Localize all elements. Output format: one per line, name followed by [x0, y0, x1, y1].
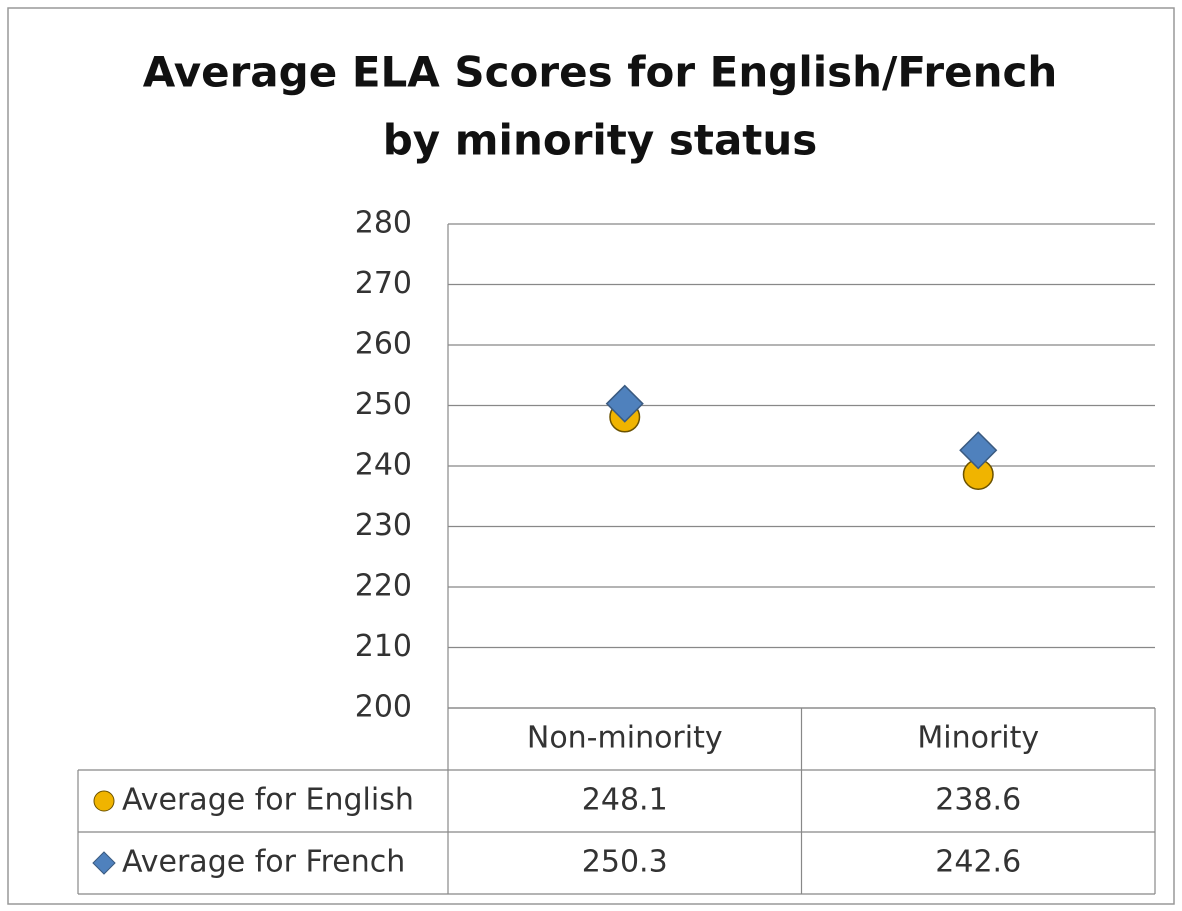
x-tick-label: Minority [917, 721, 1039, 756]
y-tick-label: 200 [355, 690, 412, 725]
y-tick-label: 250 [355, 387, 412, 422]
y-tick-label: 280 [355, 206, 412, 241]
chart-title: Average ELA Scores for English/French [143, 48, 1058, 97]
y-tick-label: 230 [355, 508, 412, 543]
table-value: 238.6 [935, 783, 1021, 818]
y-tick-label: 260 [355, 327, 412, 362]
x-tick-label: Non-minority [527, 721, 723, 756]
y-tick-label: 270 [355, 266, 412, 301]
chart-title: by minority status [383, 116, 818, 165]
table-value: 242.6 [935, 845, 1021, 880]
marker [605, 384, 644, 423]
legend-marker [92, 851, 116, 875]
legend-label: Average for English [122, 783, 414, 818]
table-value: 250.3 [582, 845, 668, 880]
y-tick-label: 220 [355, 569, 412, 604]
y-tick-label: 210 [355, 629, 412, 664]
table-value: 248.1 [582, 783, 668, 818]
y-tick-label: 240 [355, 448, 412, 483]
legend-marker [93, 790, 115, 812]
marker [959, 431, 998, 470]
legend-label: Average for French [122, 845, 405, 880]
